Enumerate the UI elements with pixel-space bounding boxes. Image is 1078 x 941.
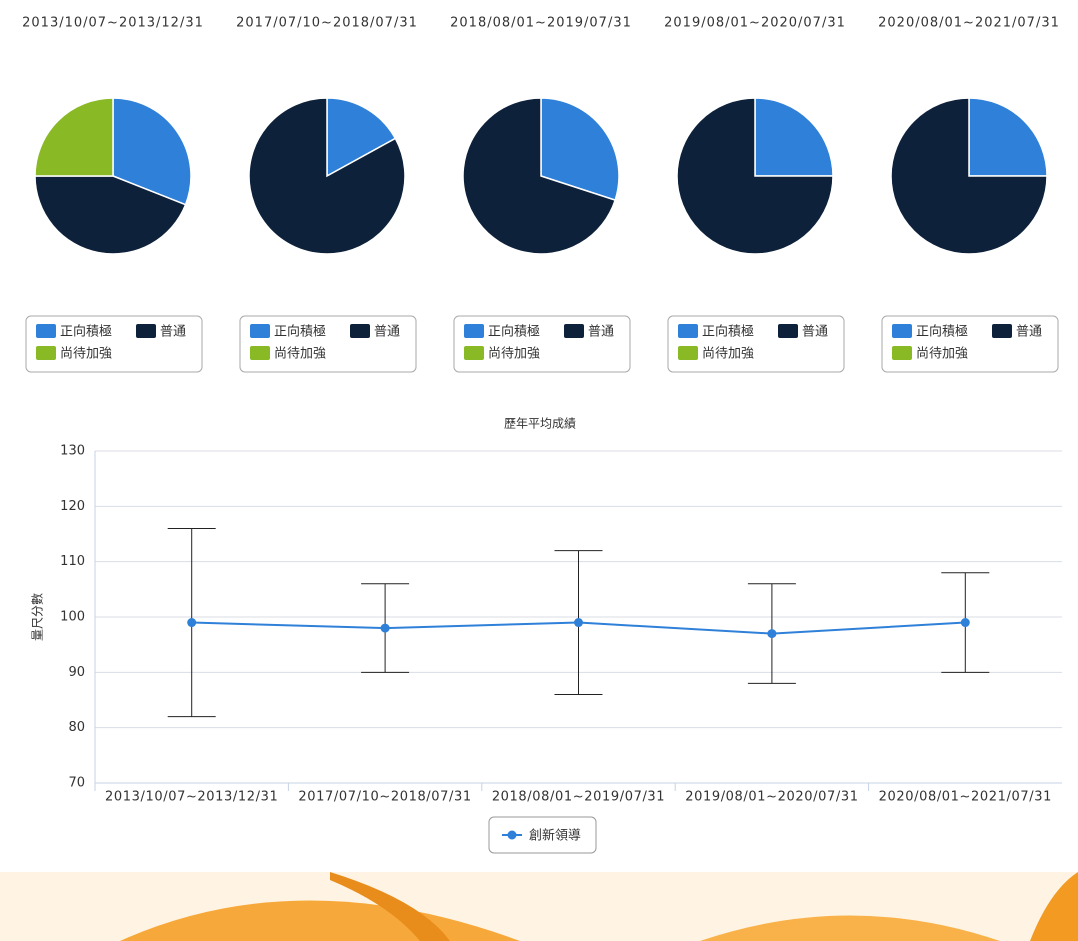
chart-title: 歷年平均成績 <box>504 417 576 431</box>
legend-swatch <box>892 346 912 360</box>
x-tick-label: 2013/10/07~2013/12/31 <box>105 790 278 805</box>
legend-label: 普通 <box>588 325 614 340</box>
data-point <box>767 629 776 638</box>
page: 2013/10/07~2013/12/31 正向積極 普通尚待加強 2017/07/1… <box>0 0 1078 941</box>
y-tick-label: 90 <box>68 665 85 680</box>
x-tick-label: 2020/08/01~2021/07/31 <box>879 790 1052 805</box>
data-point <box>381 624 390 633</box>
legend-swatch <box>250 324 270 338</box>
pie-title: 2017/07/10~2018/07/31 <box>236 16 418 31</box>
legend-swatch <box>892 324 912 338</box>
x-tick-label: 2017/07/10~2018/07/31 <box>298 790 471 805</box>
pie-title: 2013/10/07~2013/12/31 <box>22 16 204 31</box>
legend-swatch <box>36 324 56 338</box>
background-decoration <box>0 872 1078 941</box>
legend-swatch <box>136 324 156 338</box>
data-point <box>574 618 583 627</box>
legend-swatch <box>250 346 270 360</box>
legend-label: 尚待加強 <box>916 347 968 362</box>
legend-label: 普通 <box>1016 325 1042 340</box>
legend-label: 正向積極 <box>488 324 540 340</box>
legend-swatch <box>564 324 584 338</box>
y-tick-label: 100 <box>60 610 85 625</box>
legend-swatch <box>464 324 484 338</box>
pie-slice <box>969 98 1047 176</box>
legend-label: 正向積極 <box>274 324 326 340</box>
legend-marker <box>508 831 517 840</box>
legend-label: 普通 <box>374 325 400 340</box>
pie-slice <box>755 98 833 176</box>
legend-swatch <box>678 324 698 338</box>
legend-label: 創新領導 <box>529 828 581 844</box>
data-point <box>187 618 196 627</box>
legend-label: 尚待加強 <box>60 347 112 362</box>
y-tick-label: 70 <box>68 776 85 791</box>
legend-swatch <box>464 346 484 360</box>
legend-label: 尚待加強 <box>702 347 754 362</box>
y-tick-label: 80 <box>68 720 85 735</box>
y-axis-label: 量尺分數 <box>31 593 45 641</box>
legend-label: 尚待加強 <box>274 347 326 362</box>
y-tick-label: 110 <box>60 554 85 569</box>
x-tick-label: 2018/08/01~2019/07/31 <box>492 790 665 805</box>
legend-label: 普通 <box>160 325 186 340</box>
legend-swatch <box>778 324 798 338</box>
pie-title: 2018/08/01~2019/07/31 <box>450 16 632 31</box>
pie-slice <box>35 98 113 176</box>
x-tick-label: 2019/08/01~2020/07/31 <box>685 790 858 805</box>
pie-title: 2019/08/01~2020/07/31 <box>664 16 846 31</box>
legend-swatch <box>350 324 370 338</box>
legend-label: 正向積極 <box>916 324 968 340</box>
legend-swatch <box>36 346 56 360</box>
legend-label: 正向積極 <box>702 324 754 340</box>
legend-label: 普通 <box>802 325 828 340</box>
data-point <box>961 618 970 627</box>
legend-swatch <box>678 346 698 360</box>
y-tick-label: 120 <box>60 499 85 514</box>
pie-title: 2020/08/01~2021/07/31 <box>878 16 1060 31</box>
y-tick-label: 130 <box>60 444 85 459</box>
legend-label: 尚待加強 <box>488 347 540 362</box>
legend-label: 正向積極 <box>60 324 112 340</box>
legend-swatch <box>992 324 1012 338</box>
